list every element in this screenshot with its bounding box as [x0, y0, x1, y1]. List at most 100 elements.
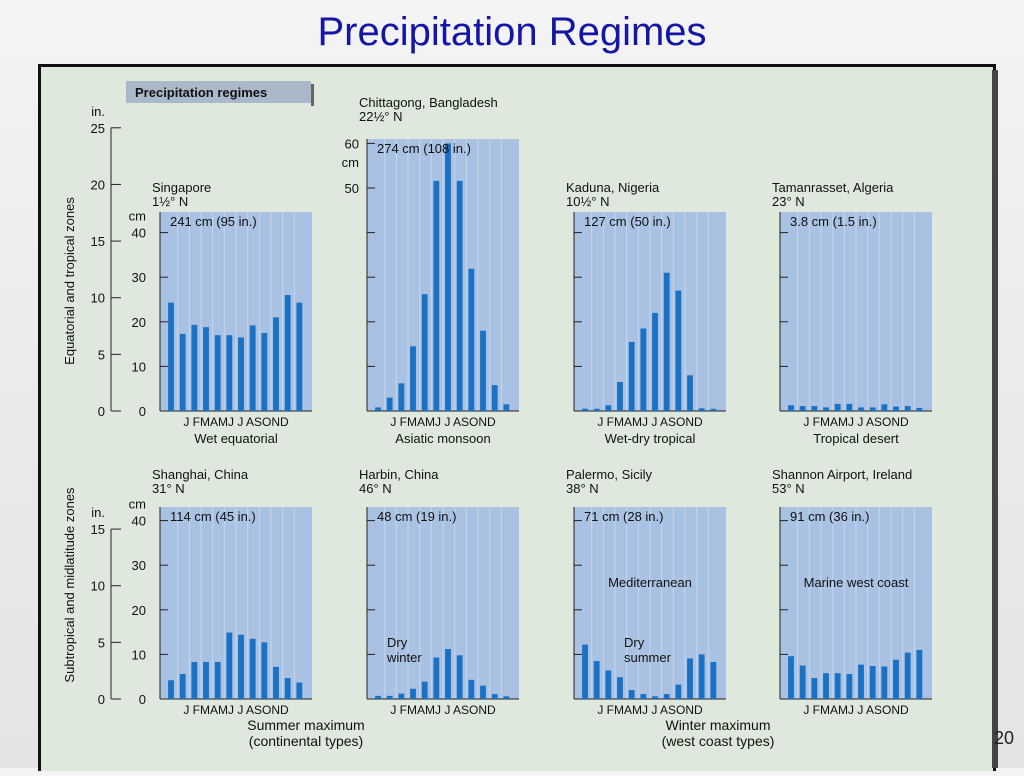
- cm-tick-label: 0: [139, 692, 146, 707]
- bar-J: [238, 634, 244, 699]
- bar-J: [788, 656, 794, 699]
- bar-J: [858, 407, 864, 411]
- bar-M: [811, 406, 818, 411]
- station-name: Harbin, China: [359, 467, 439, 482]
- bar-J: [226, 632, 233, 699]
- station-latitude: 10½° N: [566, 194, 610, 209]
- bar-J: [375, 695, 381, 699]
- inch-tick-label: 15: [91, 234, 105, 249]
- climate-label: Marine west coast: [804, 575, 909, 590]
- station-latitude: 22½° N: [359, 109, 403, 124]
- slide-title: Precipitation Regimes: [317, 10, 707, 54]
- bar-A: [249, 638, 256, 699]
- bar-D: [710, 408, 717, 411]
- annual-total: 71 cm (28 in.): [584, 509, 663, 524]
- bar-O: [273, 666, 279, 699]
- bar-A: [203, 661, 209, 699]
- regime-label: Asiatic monsoon: [395, 431, 490, 446]
- bar-J: [226, 335, 233, 411]
- bar-A: [410, 346, 416, 411]
- annual-total: 3.8 cm (1.5 in.): [790, 214, 877, 229]
- station-name: Shanghai, China: [152, 467, 249, 482]
- annual-total: 114 cm (45 in.): [170, 509, 256, 524]
- bar-A: [456, 180, 463, 411]
- bar-F: [179, 674, 186, 699]
- bar-M: [214, 661, 221, 699]
- bar-A: [456, 655, 463, 699]
- bar-M: [191, 661, 198, 699]
- bar-J: [582, 644, 588, 699]
- inch-tick-label: 0: [98, 404, 105, 419]
- row-label-tropical: Equatorial and tropical zones: [62, 197, 77, 365]
- bar-M: [605, 405, 612, 411]
- climate-label: Mediterranean: [608, 575, 692, 590]
- annual-total: 241 cm (95 in.): [170, 214, 257, 229]
- bar-S: [881, 666, 888, 699]
- inch-tick-label: 5: [98, 347, 105, 362]
- bar-J: [640, 694, 647, 699]
- bar-S: [675, 684, 682, 699]
- cm-axis-label: cm: [342, 155, 359, 170]
- bar-D: [503, 404, 510, 411]
- bar-O: [893, 659, 899, 699]
- bar-O: [480, 330, 486, 411]
- month-labels: J FMAMJ J ASOND: [597, 703, 703, 717]
- inch-axis-label: in.: [91, 505, 105, 520]
- bar-O: [273, 317, 279, 411]
- bar-S: [468, 268, 475, 411]
- month-labels: J FMAMJ J ASOND: [183, 415, 289, 429]
- month-labels: J FMAMJ J ASOND: [390, 703, 496, 717]
- cm-tick-label: 50: [345, 181, 359, 196]
- regime-label: Tropical desert: [813, 431, 899, 446]
- bar-D: [503, 696, 510, 699]
- bar-S: [261, 332, 268, 411]
- month-labels: J FMAMJ J ASOND: [183, 703, 289, 717]
- inch-tick-label: 25: [91, 121, 105, 136]
- precipitation-regimes-figure: Precipitation regimes 241 cm (95 in.) Sin…: [62, 81, 932, 749]
- month-labels: J FMAMJ J ASOND: [803, 703, 909, 717]
- station-latitude: 53° N: [772, 481, 805, 496]
- bar-J: [168, 302, 174, 411]
- figure-label: Precipitation regimes: [135, 85, 267, 100]
- bar-O: [480, 685, 486, 699]
- month-labels: J FMAMJ J ASOND: [803, 415, 909, 429]
- inch-tick-label: 10: [91, 579, 105, 594]
- row-label-midlatitude: Subtropical and midlatitude zones: [62, 487, 77, 683]
- inch-tick-label: 10: [91, 291, 105, 306]
- station-latitude: 23° N: [772, 194, 805, 209]
- bar-M: [398, 383, 405, 411]
- bar-J: [433, 180, 440, 411]
- bar-A: [663, 694, 670, 699]
- bar-O: [687, 375, 693, 411]
- cm-tick-label: 20: [132, 315, 146, 330]
- bar-N: [698, 408, 705, 411]
- bar-J: [445, 649, 451, 699]
- bar-D: [916, 649, 923, 699]
- station-latitude: 31° N: [152, 481, 185, 496]
- bar-D: [296, 302, 303, 411]
- bar-A: [869, 407, 876, 411]
- bar-M: [421, 294, 428, 411]
- bar-A: [823, 673, 829, 699]
- bar-A: [823, 407, 829, 411]
- slide-number: 20: [994, 728, 1015, 748]
- station-latitude: 46° N: [359, 481, 392, 496]
- bar-F: [593, 661, 600, 699]
- inch-tick-label: 20: [91, 177, 105, 192]
- bar-F: [799, 406, 806, 411]
- bar-J: [858, 664, 864, 699]
- bar-A: [869, 665, 876, 699]
- group-label-summer: Summer maximum: [247, 717, 364, 733]
- cm-tick-label: 10: [132, 647, 146, 662]
- bar-D: [916, 407, 923, 411]
- bar-J: [652, 312, 658, 411]
- bar-J: [846, 674, 853, 699]
- bar-M: [214, 335, 221, 411]
- inch-tick-label: 0: [98, 692, 105, 707]
- inch-tick-label: 15: [91, 522, 105, 537]
- bar-M: [628, 690, 635, 699]
- bar-J: [652, 696, 658, 699]
- bar-J: [433, 657, 440, 699]
- bar-F: [386, 695, 393, 699]
- month-labels: J FMAMJ J ASOND: [597, 415, 703, 429]
